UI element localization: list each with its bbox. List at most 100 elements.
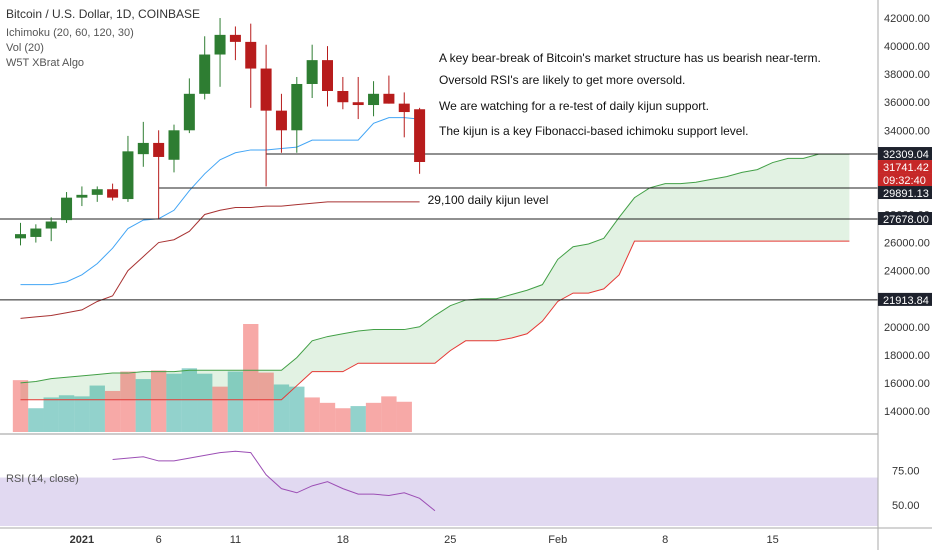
volume-layer xyxy=(12,324,412,432)
candle-body-5 xyxy=(91,189,103,195)
rsi-layer xyxy=(112,450,436,512)
volume-bar-21 xyxy=(335,408,351,432)
rsi-tick-label-1: 50.00 xyxy=(892,500,920,512)
volume-bar-24 xyxy=(381,396,397,432)
candle-body-9 xyxy=(153,142,165,157)
kijun-level-annotation: 29,100 daily kijun level xyxy=(428,193,549,207)
price-tag-bg-2 xyxy=(878,173,932,187)
price-tick-label-13: 40000.00 xyxy=(884,41,930,53)
price-tag-label-2: 09:32:40 xyxy=(883,175,926,187)
candles-layer xyxy=(15,18,426,246)
volume-bar-4 xyxy=(74,396,90,432)
volume-bar-23 xyxy=(365,402,382,432)
note-4: The kijun is a key Fibonacci-based ichim… xyxy=(439,124,748,138)
note-3: We are watching for a re-test of daily k… xyxy=(439,99,709,113)
price-tag-bg-0 xyxy=(878,147,932,161)
time-axis[interactable]: 2021 6 11 18 25 Feb 8 15 xyxy=(70,534,779,546)
time-tick-label-0: 2021 xyxy=(70,534,94,546)
price-tick-label-0: 14000.00 xyxy=(884,406,930,418)
volume-bar-9 xyxy=(150,370,167,432)
legend-volume[interactable]: Vol (20) xyxy=(6,42,44,54)
legend-ichimoku[interactable]: Ichimoku (20, 60, 120, 30) xyxy=(6,27,134,39)
candle-body-25 xyxy=(398,103,410,113)
volume-bar-1 xyxy=(28,408,44,432)
volume-bar-12 xyxy=(197,373,213,432)
candle-body-23 xyxy=(368,93,380,106)
time-tick-label-2: 11 xyxy=(230,534,241,546)
candle-body-20 xyxy=(322,60,333,92)
candle-body-22 xyxy=(352,102,364,106)
candle-body-7 xyxy=(122,151,134,200)
time-tick-label-3: 18 xyxy=(337,534,349,546)
candle-body-21 xyxy=(337,91,349,103)
candle-body-19 xyxy=(306,60,318,84)
time-tick-label-1: 6 xyxy=(156,534,162,546)
time-tick-label-4: 25 xyxy=(444,534,456,546)
rsi-band-fill xyxy=(0,477,878,526)
volume-bar-10 xyxy=(166,373,182,432)
cloud-fill xyxy=(20,154,850,400)
candle-body-0 xyxy=(15,234,26,239)
price-tick-label-10: 34000.00 xyxy=(884,125,930,137)
price-tick-label-2: 18000.00 xyxy=(884,350,930,362)
candle-body-17 xyxy=(275,110,287,131)
price-tick-label-14: 42000.00 xyxy=(884,13,930,25)
price-tag-label-3: 29891.13 xyxy=(883,188,929,200)
time-tick-label-7: 15 xyxy=(767,534,779,546)
candle-body-14 xyxy=(229,34,241,42)
candle-body-2 xyxy=(45,221,57,229)
volume-bar-16 xyxy=(258,372,274,432)
candle-body-6 xyxy=(107,189,119,198)
price-tag-label-1: 31741.42 xyxy=(883,162,929,174)
legend-algo[interactable]: W5T XBrat Algo xyxy=(6,57,84,69)
time-tick-label-6: 8 xyxy=(662,534,668,546)
note-1: A key bear-break of Bitcoin's market str… xyxy=(439,51,821,65)
price-tag-bg-4 xyxy=(878,212,932,226)
rsi-band-layer xyxy=(0,477,878,526)
volume-bar-2 xyxy=(43,397,59,432)
price-tick-label-5: 24000.00 xyxy=(884,266,930,278)
horizontal-levels-layer xyxy=(0,153,878,301)
senkou-span-b-line xyxy=(20,240,850,401)
candle-body-8 xyxy=(137,142,149,155)
volume-bar-25 xyxy=(396,401,412,432)
candle-body-3 xyxy=(61,197,73,221)
candle-body-11 xyxy=(183,93,195,131)
rsi-line xyxy=(112,450,436,512)
candle-body-15 xyxy=(245,41,257,69)
tenkan-line xyxy=(20,117,420,286)
price-tick-label-12: 38000.00 xyxy=(884,69,930,81)
candle-body-1 xyxy=(30,228,42,237)
price-tick-label-3: 20000.00 xyxy=(884,322,930,334)
candle-body-18 xyxy=(291,83,303,131)
volume-bar-6 xyxy=(104,390,121,432)
candle-body-4 xyxy=(76,194,88,198)
price-tag-bg-1 xyxy=(878,160,932,174)
rsi-legend[interactable]: RSI (14, close) xyxy=(6,473,79,485)
ichimoku-lines-layer xyxy=(20,117,850,401)
chart-legend: Bitcoin / U.S. Dollar, 1D, COINBASE Ichi… xyxy=(6,7,200,69)
volume-bar-8 xyxy=(135,379,151,432)
volume-bar-7 xyxy=(120,371,136,432)
volume-bar-0 xyxy=(12,380,29,432)
analysis-notes: A key bear-break of Bitcoin's market str… xyxy=(439,51,821,138)
volume-bar-19 xyxy=(304,397,320,432)
ichimoku-cloud-layer xyxy=(20,154,850,400)
volume-bar-14 xyxy=(227,371,244,432)
price-tick-label-11: 36000.00 xyxy=(884,97,930,109)
price-tag-label-5: 21913.84 xyxy=(883,295,929,307)
candle-body-12 xyxy=(199,54,211,94)
volume-bar-3 xyxy=(58,395,75,432)
volume-bar-17 xyxy=(273,384,290,432)
volume-bar-20 xyxy=(319,402,336,432)
volume-bar-18 xyxy=(289,386,305,432)
price-tick-label-6: 26000.00 xyxy=(884,238,930,250)
note-2: Oversold RSI's are likely to get more ov… xyxy=(439,73,685,87)
candle-body-10 xyxy=(168,130,180,160)
volume-bar-13 xyxy=(212,386,228,432)
price-tag-bg-3 xyxy=(878,186,932,200)
